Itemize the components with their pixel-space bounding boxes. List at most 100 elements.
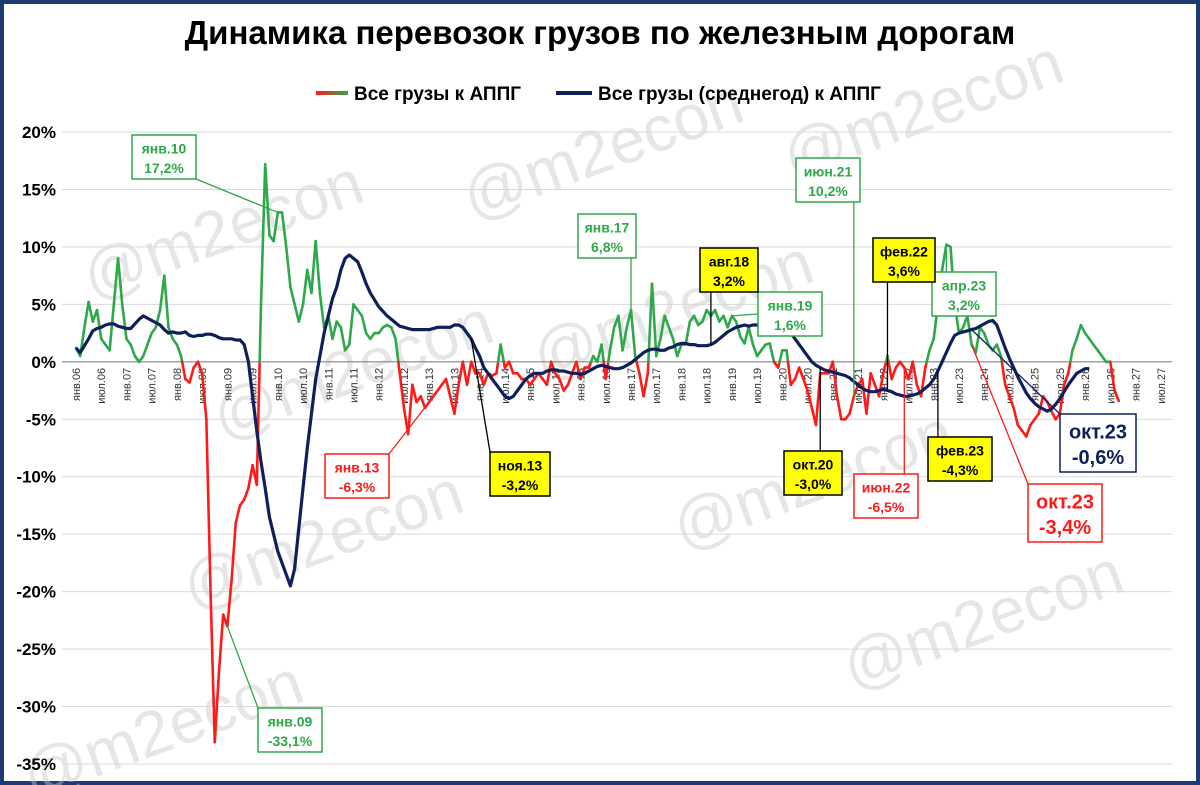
series-segment (785, 349, 790, 364)
annotation-value: -3,0% (795, 476, 832, 492)
series-segment (272, 211, 280, 243)
series-segment (310, 239, 317, 295)
x-tick-label: июл.06 (96, 368, 108, 404)
series-segment (196, 360, 204, 375)
annotation-date: янв.13 (335, 459, 380, 475)
series-segment (768, 342, 776, 364)
annotation-callout: окт.20 -3,0% (783, 367, 843, 496)
series-segment (713, 308, 721, 323)
series-segment (347, 303, 355, 346)
series-segment (925, 349, 931, 364)
annotation-value: 3,6% (888, 263, 920, 279)
series-segment (507, 360, 515, 375)
annotation-box (324, 453, 390, 499)
series-segment (318, 291, 326, 329)
series-segment (600, 343, 605, 364)
x-tick-label: янв.12 (374, 368, 386, 401)
series-line-average (74, 253, 1090, 588)
series-segment (226, 578, 233, 628)
series-segment (751, 343, 759, 358)
series-segment (911, 360, 919, 387)
x-tick-label: янв.06 (71, 368, 83, 401)
annotation-date: фев.22 (880, 243, 928, 259)
x-tick-label: июл.07 (147, 368, 159, 404)
series-segment (419, 394, 427, 410)
series-segment (881, 360, 888, 375)
y-tick-label: -15% (16, 525, 56, 544)
series-segment (331, 320, 338, 341)
series-segment (608, 326, 616, 352)
series-segment (566, 372, 574, 387)
annotation-callout: фев.22 3,6% (872, 237, 936, 391)
series-segment (786, 360, 793, 387)
series-segment (301, 268, 309, 306)
annotation-date: окт.23 (1069, 421, 1127, 443)
y-tick-label: -5% (26, 410, 56, 429)
annotation-box (131, 134, 197, 180)
series-segment (499, 343, 506, 364)
series-segment (108, 303, 116, 352)
series-segment (797, 366, 805, 381)
series-segment (255, 360, 261, 487)
series-segment (852, 383, 860, 398)
series-segment (1075, 323, 1083, 341)
x-tick-label: янв.09 (222, 368, 234, 401)
watermark-text: @m2econ (73, 145, 373, 313)
x-tick-label: янв.19 (727, 368, 739, 401)
annotation-box (757, 291, 823, 337)
y-tick-label: -20% (16, 583, 56, 602)
series-segment (258, 303, 263, 364)
annotation-callout: янв.09 -33,1% (226, 625, 323, 753)
y-tick-label: 0% (31, 353, 56, 372)
series-segment (83, 300, 90, 329)
series-segment (629, 308, 637, 358)
series-segment (575, 360, 582, 381)
series-segment (848, 394, 856, 415)
series-segment (120, 303, 128, 341)
annotation-box (257, 707, 323, 753)
series-segment (701, 308, 708, 323)
annotation-callout: янв.10 17,2% (131, 134, 279, 214)
x-tick-label: янв.13 (424, 368, 436, 401)
series-segment (1066, 360, 1072, 375)
series-segment (469, 360, 477, 375)
series-segment (406, 383, 414, 436)
series-segment (835, 394, 843, 421)
x-tick-label: янв.27 (1131, 368, 1143, 401)
annotation-box (1027, 483, 1103, 543)
x-tick-label: янв.07 (121, 368, 133, 401)
series-segment (461, 360, 469, 387)
series-segment (558, 377, 566, 392)
series-segment (209, 590, 217, 744)
annotation-callout: июн.22 -6,5% (853, 367, 919, 519)
series-segment (242, 486, 250, 502)
x-tick-label: июл.27 (1156, 368, 1168, 404)
annotation-date: фев.23 (936, 442, 984, 458)
annotation-box (783, 450, 843, 496)
series-segment (280, 211, 288, 249)
series-segment (453, 383, 460, 415)
series-segment (1069, 349, 1074, 364)
series-segment (974, 326, 982, 354)
series-segment (675, 343, 683, 358)
y-tick-label: 5% (31, 295, 56, 314)
series-segment (394, 337, 400, 364)
legend: Все грузы к АППГ Все грузы (среднегод) к … (316, 84, 881, 105)
series-segment (743, 326, 751, 345)
series-segment (1003, 383, 1011, 398)
annotations: янв.10 17,2% янв.09 -33,1% янв.13 -6,3% янв.17… (131, 134, 1137, 753)
series-segment (95, 308, 103, 341)
annotation-callout: янв.19 1,6% (731, 291, 823, 337)
annotation-date: июн.21 (804, 163, 853, 179)
annotation-value: 17,2% (144, 160, 184, 176)
series-segment (230, 521, 238, 582)
series-segment (200, 372, 208, 421)
annotation-date: окт.20 (793, 456, 834, 472)
series-segment (814, 372, 822, 427)
annotation-callout: янв.13 -6,3% (324, 401, 430, 499)
series-segment (1058, 383, 1066, 415)
annotation-date: окт.23 (1036, 491, 1094, 513)
x-tick-label: янв.26 (1080, 368, 1092, 401)
series-segment (188, 366, 196, 384)
